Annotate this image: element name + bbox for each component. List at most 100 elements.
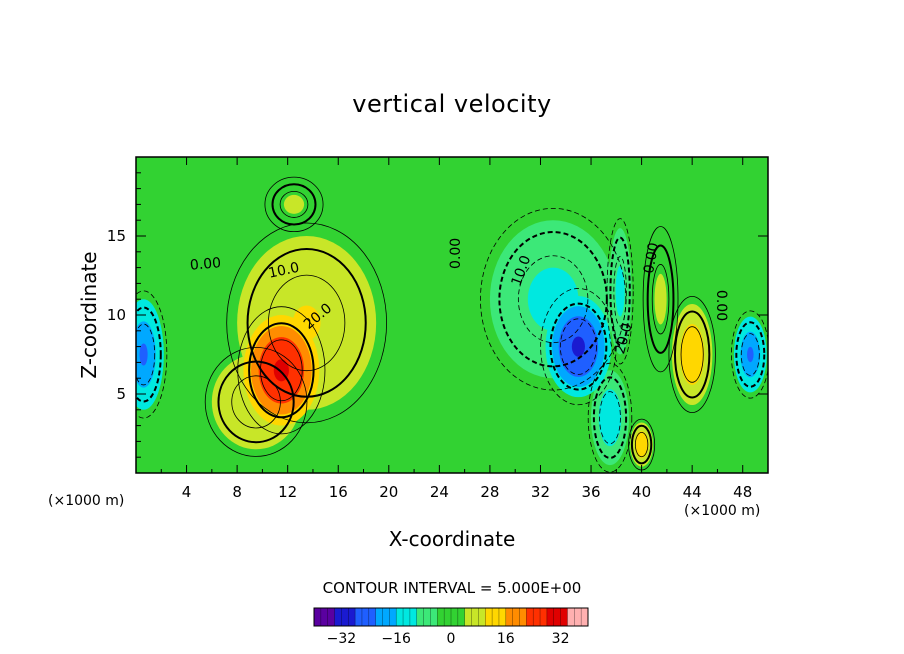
- x-tick-label: 28: [480, 483, 499, 501]
- colorbar-segment: [327, 608, 336, 626]
- colorbar: [313, 607, 589, 627]
- colorbar-tick-label: 32: [552, 631, 570, 647]
- contour-line: [740, 333, 760, 376]
- colorbar-tick-label: 0: [447, 631, 456, 647]
- contour-label: 0.00: [713, 290, 729, 321]
- colorbar-segment: [574, 608, 582, 626]
- contour-label: 0.00: [189, 255, 221, 274]
- contour-line: [271, 183, 317, 226]
- contour-line: [480, 207, 627, 391]
- colorbar-tick-label: −16: [381, 631, 411, 647]
- colorbar-segment: [471, 608, 479, 626]
- colorbar-segment: [361, 608, 370, 626]
- heat-cell: [606, 408, 614, 428]
- colorbar-segment: [314, 608, 322, 626]
- colorbar-segment: [382, 608, 390, 626]
- colorbar-segment: [567, 608, 575, 626]
- contour-line: [204, 346, 308, 457]
- heat-cell: [688, 344, 697, 365]
- contour-label: 0.00: [448, 238, 464, 269]
- colorbar-segment: [403, 608, 411, 626]
- contour-line: [136, 290, 168, 419]
- colorbar-frame: [313, 607, 589, 627]
- contour-line: [587, 362, 633, 473]
- colorbar-segment: [423, 608, 431, 626]
- colorbar-segment: [437, 608, 445, 626]
- colorbar-tick-label: 16: [497, 631, 515, 647]
- colorbar-segment: [492, 608, 500, 626]
- colorbar-segment: [451, 608, 459, 626]
- contour-label: 20.0: [612, 322, 636, 356]
- x-tick-label: 16: [329, 483, 348, 501]
- contour-line: [559, 318, 597, 375]
- contour-line: [498, 231, 608, 368]
- colorbar-segment: [464, 608, 473, 626]
- colorbar-segment: [505, 608, 514, 626]
- colorbar-segment: [512, 608, 520, 626]
- x-axis-label: X-coordinate: [389, 527, 516, 551]
- colorbar-segment: [396, 608, 404, 626]
- x-tick-label: 32: [531, 483, 550, 501]
- contour-line: [630, 424, 653, 465]
- colorbar-segment: [478, 608, 486, 626]
- colorbar-segment: [581, 608, 589, 626]
- colorbar-segment: [375, 608, 383, 626]
- heat-cell: [639, 440, 644, 449]
- colorbar-segment: [457, 608, 466, 626]
- contour-line: [680, 326, 704, 383]
- y-tick-label: 5: [116, 385, 126, 403]
- x-tick-label: 4: [182, 483, 192, 501]
- colorbar-segment: [498, 608, 507, 626]
- colorbar-segment: [320, 608, 329, 626]
- contour-line: [731, 310, 768, 399]
- contour-label: 10.0: [267, 260, 301, 282]
- colorbar-segment: [334, 608, 342, 626]
- colorbar-segment: [519, 608, 527, 626]
- x-tick-label: 8: [232, 483, 242, 501]
- heat-cell: [617, 278, 623, 304]
- plot-area: 0.00 10.020.00.00 10.020.00.000.00: [136, 157, 768, 473]
- heat-cell: [139, 343, 148, 366]
- colorbar-segment: [368, 608, 377, 626]
- chart-title: vertical velocity: [352, 90, 551, 118]
- colorbar-segment: [341, 608, 349, 626]
- contour-line: [279, 190, 309, 218]
- x-tick-label: 36: [581, 483, 600, 501]
- heat-cell: [747, 346, 754, 363]
- colorbar-segment: [389, 608, 397, 626]
- x-tick-label: 44: [683, 483, 702, 501]
- colorbar-segment: [348, 608, 356, 626]
- contour-line: [237, 306, 326, 435]
- contour-line: [735, 321, 766, 388]
- colorbar-segment: [540, 608, 548, 626]
- contour-line: [540, 288, 617, 406]
- colorbar-segment: [560, 608, 568, 626]
- colorbar-segment: [444, 608, 452, 626]
- contour-label: 0.00: [641, 241, 662, 274]
- heat-cell: [657, 286, 664, 312]
- contour-line: [609, 236, 631, 347]
- contour-line: [646, 244, 675, 354]
- y-axis-label: Z-coordinate: [77, 251, 101, 378]
- contour-line: [606, 218, 634, 365]
- contour-line: [226, 222, 387, 424]
- colorbar-segment: [526, 608, 534, 626]
- y-tick-label: 10: [107, 306, 126, 324]
- x-tick-label: 48: [733, 483, 752, 501]
- contour-line: [549, 302, 608, 391]
- x-tick-label: 20: [379, 483, 398, 501]
- colorbar-tick-label: −32: [327, 631, 357, 647]
- contour-line: [592, 376, 628, 459]
- y-tick-label: 15: [107, 227, 126, 245]
- contour-line: [264, 176, 324, 233]
- contour-line: [642, 226, 679, 373]
- colorbar-segment: [409, 608, 418, 626]
- colorbar-segment: [533, 608, 541, 626]
- contour-line: [651, 264, 670, 335]
- colorbar-segment: [430, 608, 438, 626]
- colorbar-segment: [485, 608, 493, 626]
- colorbar-segment: [553, 608, 562, 626]
- contour-line: [217, 360, 295, 444]
- colorbar-segment: [546, 608, 555, 626]
